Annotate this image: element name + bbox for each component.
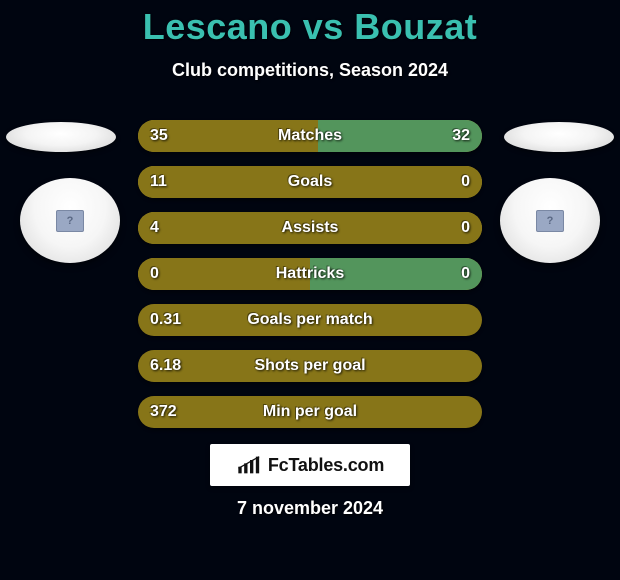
brand-text: FcTables.com bbox=[268, 455, 384, 476]
footer-date: 7 november 2024 bbox=[0, 498, 620, 519]
player-left-disc: ? bbox=[20, 178, 120, 263]
subtitle: Club competitions, Season 2024 bbox=[0, 60, 620, 81]
player-right-disc: ? bbox=[500, 178, 600, 263]
stat-bar: 40Assists bbox=[138, 212, 482, 244]
player-right-badge: ? bbox=[536, 210, 564, 232]
stat-bar: 00Hattricks bbox=[138, 258, 482, 290]
stat-label: Matches bbox=[138, 120, 482, 152]
stat-bars: 3532Matches 110Goals 40Assists 00Hattricks 0… bbox=[138, 120, 482, 442]
stat-label: Goals per match bbox=[138, 304, 482, 336]
stat-bar: 110Goals bbox=[138, 166, 482, 198]
stat-bar: 3532Matches bbox=[138, 120, 482, 152]
stat-label: Assists bbox=[138, 212, 482, 244]
player-left-oval bbox=[6, 122, 116, 152]
stat-bar: 0.31Goals per match bbox=[138, 304, 482, 336]
brand-logo-box: FcTables.com bbox=[210, 444, 410, 486]
stat-label: Goals bbox=[138, 166, 482, 198]
stat-bar: 372Min per goal bbox=[138, 396, 482, 428]
player-right-oval bbox=[504, 122, 614, 152]
stat-label: Min per goal bbox=[138, 396, 482, 428]
chart-icon bbox=[236, 455, 264, 475]
player-left-badge: ? bbox=[56, 210, 84, 232]
stat-label: Shots per goal bbox=[138, 350, 482, 382]
stat-label: Hattricks bbox=[138, 258, 482, 290]
page-title: Lescano vs Bouzat bbox=[0, 0, 620, 48]
stat-bar: 6.18Shots per goal bbox=[138, 350, 482, 382]
